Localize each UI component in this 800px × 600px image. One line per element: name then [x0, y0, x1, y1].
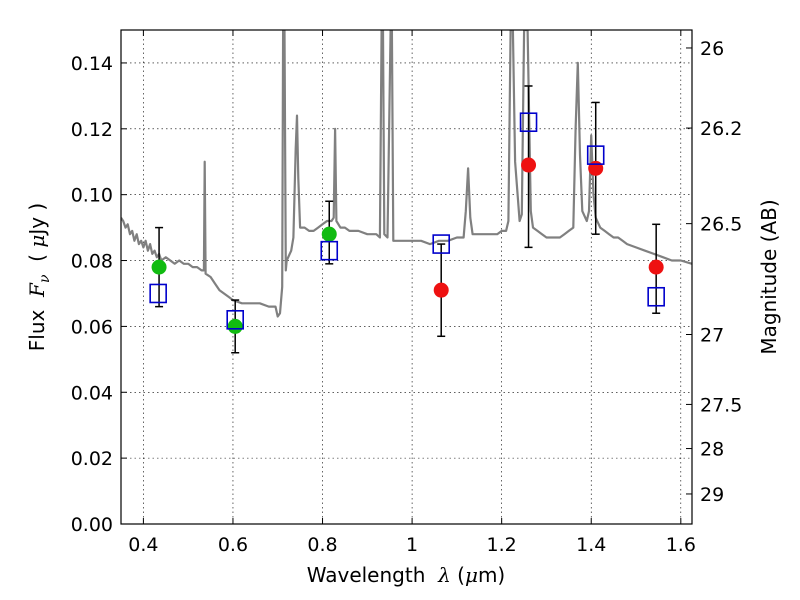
y2-tick-label: 27 [700, 324, 724, 346]
y-tick-label: 0.10 [71, 185, 113, 207]
red-data-point [588, 160, 604, 176]
y2-tick-label: 26.2 [700, 118, 742, 140]
green-data-point [151, 259, 167, 275]
red-data-point [648, 259, 664, 275]
plot-frame [120, 29, 693, 525]
model-square-marker [149, 283, 167, 304]
x-tick-label: 1.4 [576, 534, 606, 556]
y2-tick-label: 28 [700, 439, 724, 461]
model-square-marker [586, 145, 605, 165]
red-data-point [433, 282, 449, 298]
y-axis-label: Flux Fν ( μJy ) [25, 203, 53, 351]
red-data-point [521, 157, 537, 173]
x-tick-label: 0.4 [128, 534, 158, 556]
model-square-marker [320, 240, 339, 261]
model-square-marker [432, 234, 451, 254]
x-tick-label: 1 [406, 534, 418, 556]
green-data-point [227, 318, 243, 334]
markers [149, 112, 665, 334]
ticks: 0.4 0.6 0.8 1 1.2 1.4 1.6 0.00 0.02 0.04 0.06 0.08 0… [71, 30, 742, 556]
green-data-point [321, 226, 337, 242]
x-tick-label: 1.6 [666, 534, 696, 556]
model-square-marker [647, 286, 665, 307]
y-tick-label: 0.08 [71, 251, 113, 273]
y2-axis-label: Magnitude (AB) [757, 199, 781, 354]
y-tick-label: 0.02 [71, 448, 113, 470]
x-tick-label: 0.6 [218, 534, 248, 556]
model-square-marker [519, 112, 538, 133]
y-tick-label: 0.06 [71, 316, 113, 338]
y-tick-label: 0.12 [71, 119, 113, 141]
y-tick-label: 0.00 [71, 514, 113, 536]
y-tick-label: 0.04 [71, 382, 113, 404]
y2-tick-label: 26 [700, 38, 724, 60]
x-tick-label: 1.2 [487, 534, 517, 556]
x-tick-label: 0.8 [307, 534, 337, 556]
y2-tick-label: 27.5 [700, 394, 742, 416]
spectrum-line [121, 30, 692, 318]
plot-background [121, 30, 692, 524]
model-square-marker [226, 310, 244, 330]
y-tick-label: 0.14 [71, 53, 113, 75]
x-axis-label: Wavelength λ (μm) [307, 563, 506, 587]
y2-tick-label: 29 [700, 484, 724, 506]
y2-tick-label: 26.5 [700, 214, 742, 236]
spectrum-layer [121, 30, 692, 318]
